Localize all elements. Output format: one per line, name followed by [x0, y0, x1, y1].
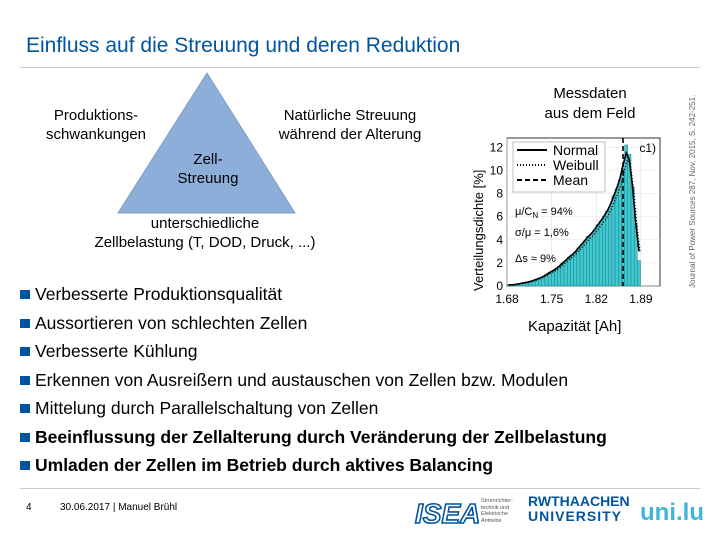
- bullet-marker: [20, 432, 30, 442]
- histogram-bar: [595, 224, 600, 287]
- histogram-bar: [605, 210, 609, 287]
- histogram-bar: [598, 221, 603, 287]
- chart-title: Messdaten aus dem Feld: [544, 85, 636, 122]
- bullet-marker: [20, 318, 30, 328]
- y-tick-label: 4: [496, 233, 503, 247]
- bullet-item: Umladen der Zellen im Betrieb durch akti…: [20, 451, 710, 480]
- bullet-marker: [20, 404, 30, 413]
- label-cell-scatter: Zell- Streuung: [177, 151, 239, 187]
- annotation-sigma: σ/μ = 1,6%: [515, 227, 569, 239]
- normal-curve: [508, 150, 640, 286]
- svg-text:ISEA: ISEA: [415, 498, 479, 529]
- uni-lu-logo: uni.lu: [640, 499, 704, 526]
- x-tick-label: 1.68: [495, 292, 519, 306]
- histogram-bar: [611, 195, 616, 287]
- bullet-marker: [20, 290, 30, 299]
- histogram-bar: [618, 179, 622, 287]
- legend-entry: Weibull: [553, 157, 599, 173]
- histogram-bar: [592, 230, 597, 287]
- histogram-bar: [608, 206, 613, 287]
- annotation-delta: Δs ≈ 9%: [515, 253, 556, 265]
- y-tick-label: 10: [490, 163, 504, 177]
- y-tick-label: 0: [496, 279, 503, 293]
- y-tick-label: 8: [496, 187, 503, 201]
- bullet-marker: [20, 347, 30, 356]
- isea-subtitle: Stromrichter- technik und Elektrische An…: [481, 498, 513, 524]
- bullet-item: Erkennen von Ausreißern und austauschen …: [20, 366, 710, 395]
- histogram-bar: [637, 260, 641, 287]
- x-tick-label: 1.75: [540, 292, 564, 306]
- rwth-logo: RWTHAACHEN UNIVERSITY: [528, 493, 630, 524]
- bullet-item: Mittelung durch Parallelschaltung von Ze…: [20, 394, 710, 423]
- bullet-item: Aussortieren von schlechten Zellen: [20, 309, 710, 338]
- slide-title: Einfluss auf die Streuung und deren Redu…: [26, 34, 461, 57]
- y-tick-label: 6: [496, 210, 503, 224]
- bullet-item: Beeinflussung der Zellalterung durch Ver…: [20, 423, 710, 452]
- legend-entry: Mean: [553, 172, 588, 188]
- page-number: 4: [26, 502, 32, 513]
- bullet-marker: [20, 375, 30, 385]
- annotation-capacity-ratio: μ/CN = 94%: [515, 206, 573, 220]
- isea-logo: ISEA: [413, 497, 479, 529]
- bullet-item: Verbesserte Kühlung: [20, 337, 710, 366]
- label-natural-aging: Natürliche Streuung während der Alterung: [278, 107, 422, 143]
- x-tick-label: 1.82: [585, 292, 609, 306]
- chart-x-label: Kapazität [Ah]: [528, 318, 622, 335]
- title-rule: [20, 67, 700, 68]
- bullet-marker: [20, 461, 30, 470]
- x-tick-label: 1.89: [629, 292, 653, 306]
- bullet-item: Verbesserte Produktionsqualität: [20, 280, 710, 309]
- histogram-bar: [586, 236, 590, 287]
- triangle-shape: [117, 72, 296, 214]
- label-production: Produktions- schwankungen: [45, 107, 147, 143]
- footer-date-author: 30.06.2017 | Manuel Brühl: [60, 502, 178, 513]
- histogram-bar: [602, 216, 606, 287]
- y-tick-label: 2: [496, 256, 503, 270]
- scatter-triangle-diagram: [117, 72, 296, 214]
- footer-rule: [20, 488, 700, 489]
- bullet-list: Verbesserte Produktionsqualität Aussorti…: [20, 280, 710, 480]
- histogram-bar: [614, 188, 619, 287]
- svg-text:uni.lu: uni.lu: [640, 499, 704, 526]
- histogram-bar: [589, 233, 593, 287]
- label-cell-load: unterschiedliche Zellbelastung (T, DOD, …: [94, 215, 316, 251]
- y-tick-label: 12: [490, 140, 504, 154]
- panel-label: c1): [639, 141, 656, 155]
- legend-entry: Normal: [553, 142, 598, 158]
